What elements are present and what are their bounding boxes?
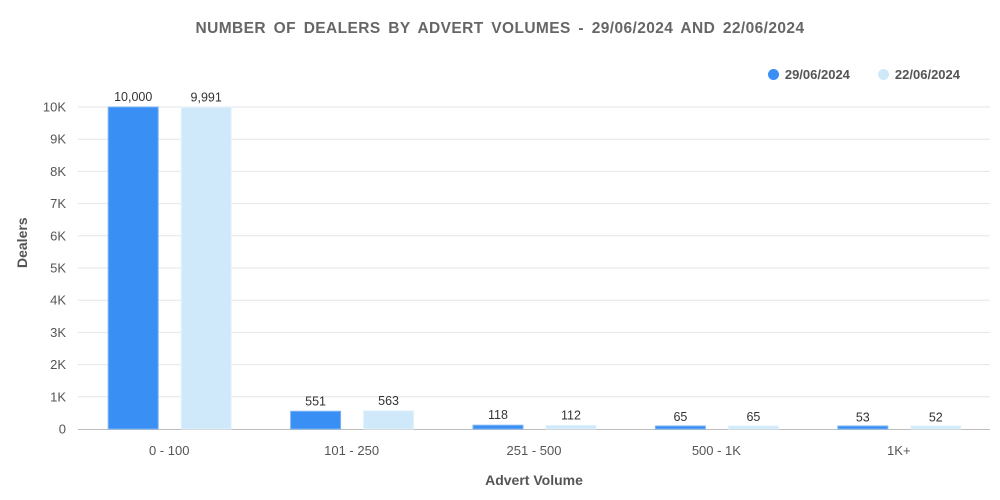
- legend-marker-series-2: [877, 69, 889, 80]
- y-tick-label: 0: [59, 422, 66, 437]
- bar-2-3: [545, 424, 597, 430]
- y-tick-label: 5K: [50, 261, 66, 276]
- y-tick-label: 4K: [50, 293, 66, 308]
- chart-title: NUMBER OF DEALERS BY ADVERT VOLUMES - 29…: [195, 20, 805, 37]
- data-label: 53: [856, 410, 870, 424]
- x-tick-label: 500 - 1K: [692, 443, 741, 458]
- bar-2-1: [180, 106, 232, 430]
- data-label: 563: [378, 394, 399, 408]
- bar-2-2: [363, 410, 415, 430]
- x-tick-label: 101 - 250: [324, 443, 379, 458]
- x-axis-label: Advert Volume: [485, 472, 583, 488]
- x-tick-label: 1K+: [887, 443, 911, 458]
- y-tick-label: 8K: [50, 164, 66, 179]
- data-label: 9,991: [191, 90, 222, 104]
- legend-label-series-1: 29/06/2024: [784, 67, 850, 82]
- bar-1-4: [654, 425, 706, 430]
- y-tick-label: 6K: [50, 228, 66, 243]
- legend-marker-series-1: [767, 69, 779, 80]
- y-tick-label: 9K: [50, 132, 66, 147]
- y-tick-label: 2K: [50, 357, 66, 372]
- y-tick-label: 7K: [50, 196, 66, 211]
- bar-1-5: [837, 425, 889, 430]
- data-label: 551: [305, 394, 326, 408]
- legend-item-series-1[interactable]: 29/06/2024: [767, 67, 850, 82]
- legend-item-series-2[interactable]: 22/06/2024: [877, 67, 960, 82]
- bar-2-4: [727, 425, 779, 430]
- data-label: 65: [673, 410, 687, 424]
- x-tick-label: 251 - 500: [507, 443, 562, 458]
- x-tick-label: 0 - 100: [149, 443, 189, 458]
- data-label: 52: [929, 410, 943, 424]
- bar-1-2: [290, 410, 342, 430]
- legend: 29/06/2024 22/06/2024: [767, 67, 960, 82]
- y-tick-label: 3K: [50, 325, 66, 340]
- bar-1-3: [472, 424, 524, 430]
- bar-1-1: [107, 106, 159, 430]
- legend-label-series-2: 22/06/2024: [894, 67, 960, 82]
- y-tick-label: 10K: [43, 100, 66, 115]
- data-label: 65: [746, 410, 760, 424]
- y-tick-label: 1K: [50, 389, 66, 404]
- data-label: 112: [561, 408, 581, 422]
- data-label: 10,000: [114, 90, 152, 104]
- bar-2-5: [910, 425, 962, 430]
- data-label: 118: [488, 408, 508, 422]
